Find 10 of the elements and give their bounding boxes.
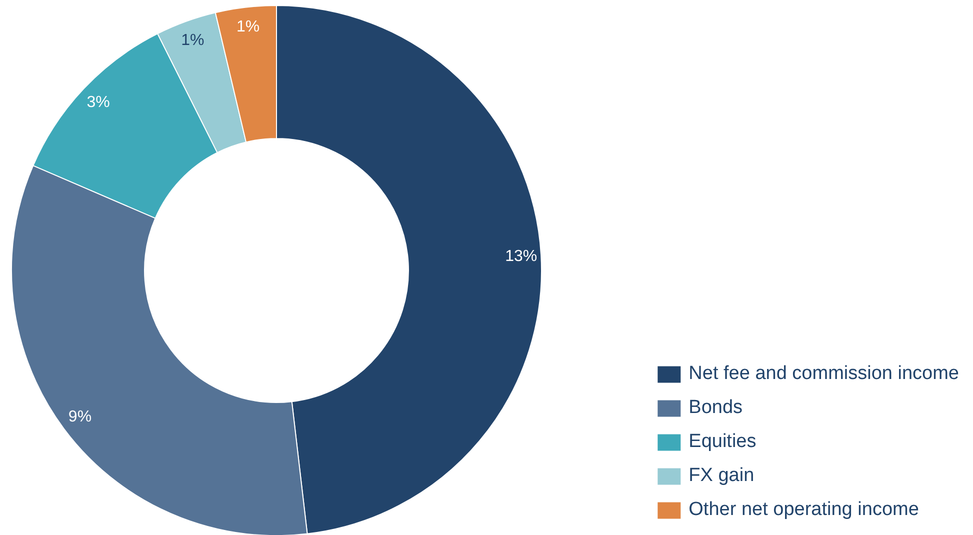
legend-label: Bonds: [688, 397, 743, 419]
legend-label: Net fee and commission income: [688, 363, 959, 385]
data-label: 1%: [181, 32, 204, 49]
data-label: 3%: [86, 94, 110, 111]
legend-label: Other net operating income: [688, 499, 919, 521]
data-label: 9%: [68, 408, 92, 426]
data-label: 13%: [505, 248, 538, 265]
legend-label: FX gain: [688, 465, 754, 487]
legend-label: Equities: [688, 431, 756, 453]
data-label: 1%: [236, 18, 260, 36]
